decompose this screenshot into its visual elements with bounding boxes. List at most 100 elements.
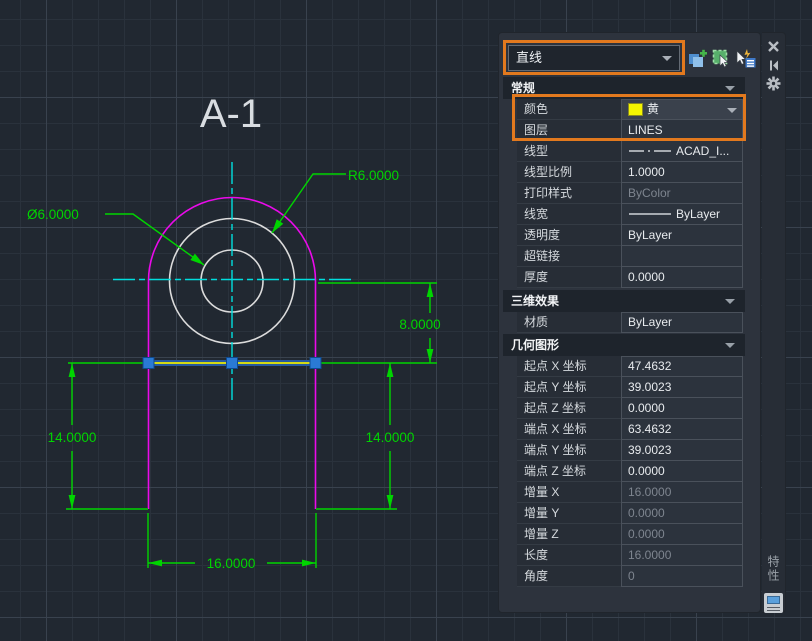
- start-y-field[interactable]: 39.0023: [621, 377, 743, 398]
- svg-text:14.0000: 14.0000: [366, 430, 415, 445]
- end-z-field[interactable]: 0.0000: [621, 461, 743, 482]
- row-color: 颜色 黄: [517, 99, 743, 120]
- material-field[interactable]: ByLayer: [621, 312, 743, 333]
- section-title: 常规: [511, 81, 536, 95]
- section-header-geometry[interactable]: 几何图形: [503, 334, 745, 356]
- settings-gear-icon[interactable]: [766, 76, 781, 91]
- end-x-field[interactable]: 63.4632: [621, 419, 743, 440]
- leader-diameter[interactable]: Ø6.0000: [27, 207, 205, 266]
- length-field: 16.0000: [621, 545, 743, 566]
- prop-value: 16.0000: [628, 547, 672, 562]
- linetype-preview-icon: [629, 150, 671, 152]
- close-icon[interactable]: [766, 39, 781, 54]
- svg-text:8.0000: 8.0000: [399, 317, 440, 332]
- dimension-14-right[interactable]: 14.0000: [366, 363, 415, 509]
- transparency-field[interactable]: ByLayer: [621, 225, 743, 246]
- drawing-title: A-1: [200, 92, 262, 136]
- prop-value: ByLayer: [628, 227, 673, 242]
- prop-label: 透明度: [517, 225, 621, 246]
- palette-tab-label[interactable]: 特性: [766, 555, 780, 583]
- linetype-field[interactable]: ACAD_I...: [621, 141, 743, 162]
- row-start-y: 起点 Y 坐标 39.0023: [517, 377, 743, 398]
- prop-value: LINES: [628, 122, 663, 137]
- section-title: 几何图形: [511, 338, 560, 352]
- row-end-x: 端点 X 坐标 63.4632: [517, 419, 743, 440]
- prop-label: 端点 Y 坐标: [517, 440, 621, 461]
- prop-label: 起点 Z 坐标: [517, 398, 621, 419]
- leader-radius[interactable]: R6.0000: [271, 168, 399, 234]
- geometry-rows: 起点 X 坐标 47.4632 起点 Y 坐标 39.0023 起点 Z 坐标 …: [499, 356, 762, 587]
- prop-value: ByLayer: [676, 206, 721, 221]
- effects-rows: 材质 ByLayer: [499, 312, 762, 333]
- row-angle: 角度 0: [517, 566, 743, 587]
- prop-label: 起点 Y 坐标: [517, 377, 621, 398]
- collapse-icon[interactable]: [725, 343, 735, 348]
- row-hyperlink: 超链接: [517, 246, 743, 267]
- prop-value: ByLayer: [628, 315, 673, 329]
- angle-field: 0: [621, 566, 743, 587]
- prop-label: 材质: [517, 312, 621, 333]
- row-end-y: 端点 Y 坐标 39.0023: [517, 440, 743, 461]
- prop-value: 47.4632: [628, 359, 672, 373]
- select-objects-icon[interactable]: [711, 48, 732, 69]
- row-material: 材质 ByLayer: [517, 312, 743, 333]
- lineweight-preview-icon: [629, 213, 671, 215]
- color-swatch-yellow: [628, 103, 643, 116]
- dimension-8[interactable]: 8.0000: [399, 283, 441, 363]
- chevron-down-icon: [727, 108, 737, 113]
- prop-label: 线型: [517, 141, 621, 162]
- chevron-down-icon: [662, 56, 672, 61]
- prop-value: 1.0000: [628, 164, 665, 179]
- prop-value: 0.0000: [628, 526, 665, 541]
- row-linetype-scale: 线型比例 1.0000: [517, 162, 743, 183]
- prop-value: ByColor: [628, 185, 671, 200]
- prop-label: 线型比例: [517, 162, 621, 183]
- prop-value: 0.0000: [628, 505, 665, 520]
- svg-text:Ø6.0000: Ø6.0000: [27, 207, 79, 222]
- thickness-field[interactable]: 0.0000: [621, 267, 743, 288]
- palette-icon-screen: [767, 596, 780, 604]
- layer-field[interactable]: LINES: [621, 120, 743, 141]
- prop-label: 端点 Z 坐标: [517, 461, 621, 482]
- dimension-16[interactable]: 16.0000: [148, 556, 316, 571]
- auto-hide-icon[interactable]: [766, 58, 781, 73]
- palette-icon-line: [767, 607, 780, 608]
- row-layer: 图层 LINES: [517, 120, 743, 141]
- prop-label: 起点 X 坐标: [517, 356, 621, 377]
- quick-select-icon[interactable]: [735, 48, 756, 69]
- section-header-general[interactable]: 常规: [503, 77, 745, 99]
- linetype-scale-field[interactable]: 1.0000: [621, 162, 743, 183]
- lineweight-field[interactable]: ByLayer: [621, 204, 743, 225]
- row-delta-z: 增量 Z 0.0000: [517, 524, 743, 545]
- delta-y-field: 0.0000: [621, 503, 743, 524]
- dimension-extension-lines: [66, 282, 437, 568]
- svg-text:R6.0000: R6.0000: [348, 168, 399, 183]
- selection-grips[interactable]: [142, 357, 322, 369]
- plot-style-field: ByColor: [621, 183, 743, 204]
- end-y-field[interactable]: 39.0023: [621, 440, 743, 461]
- collapse-icon[interactable]: [725, 299, 735, 304]
- part-outline[interactable]: [147, 196, 317, 510]
- start-z-field[interactable]: 0.0000: [621, 398, 743, 419]
- properties-palette-icon[interactable]: [764, 593, 783, 613]
- prop-value: ACAD_I...: [676, 143, 730, 158]
- section-header-3d-effects[interactable]: 三维效果: [503, 290, 745, 312]
- row-thickness: 厚度 0.0000: [517, 267, 743, 288]
- color-dropdown[interactable]: 黄: [621, 99, 743, 120]
- collapse-icon[interactable]: [725, 86, 735, 91]
- row-start-z: 起点 Z 坐标 0.0000: [517, 398, 743, 419]
- start-x-field[interactable]: 47.4632: [621, 356, 743, 377]
- prop-label: 颜色: [517, 99, 621, 120]
- row-start-x: 起点 X 坐标 47.4632: [517, 356, 743, 377]
- prop-label: 超链接: [517, 246, 621, 267]
- hyperlink-field[interactable]: [621, 246, 743, 267]
- svg-text:16.0000: 16.0000: [207, 556, 256, 571]
- object-type-select[interactable]: 直线: [508, 45, 680, 71]
- pickadd-toggle-icon[interactable]: [687, 48, 708, 69]
- prop-label: 打印样式: [517, 183, 621, 204]
- general-rows: 颜色 黄 图层 LINES 线型 ACAD_I... 线型比例 1.0000: [499, 99, 762, 288]
- dimension-14-left[interactable]: 14.0000: [48, 363, 97, 509]
- prop-label: 图层: [517, 120, 621, 141]
- prop-value: 0.0000: [628, 463, 665, 478]
